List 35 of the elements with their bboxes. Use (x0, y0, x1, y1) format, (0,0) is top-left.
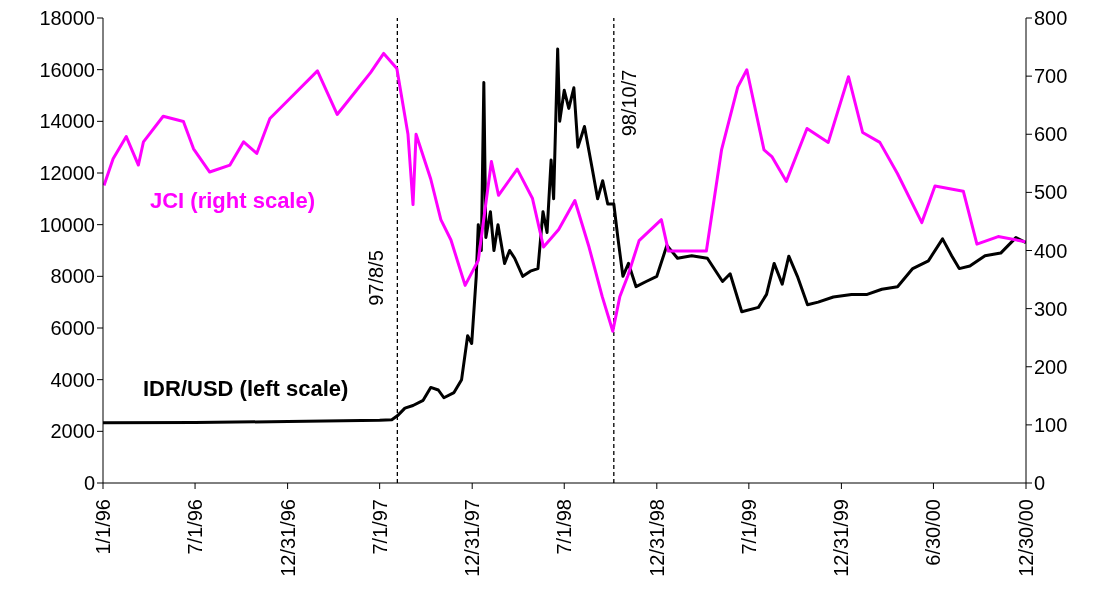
x-tick-label: 6/30/00 (922, 499, 945, 566)
y-tick-label: 4000 (50, 368, 95, 391)
y-tick-label: 6000 (50, 317, 95, 340)
x-tick-label: 7/1/97 (368, 499, 391, 555)
y-tick-label: 10000 (39, 213, 95, 236)
line-series (103, 51, 1026, 333)
y-tick-label: 12000 (39, 162, 95, 185)
y2-tick-label: 200 (1034, 355, 1068, 378)
y-tick-label: 2000 (50, 420, 95, 443)
x-tick-label: 7/1/99 (737, 499, 760, 555)
ref-line-label: 98/10/7 (617, 69, 640, 137)
y-tick-label: 18000 (39, 7, 95, 30)
y2-tick-label: 100 (1034, 413, 1068, 436)
y2-tick-label: 500 (1034, 181, 1068, 204)
y-tick-label: 0 (83, 472, 95, 495)
y2-tick-label: 0 (1034, 472, 1046, 495)
y-tick-label: 8000 (50, 265, 95, 288)
x-tick-label: 1/1/96 (92, 499, 114, 555)
x-tick-label: 7/1/96 (184, 499, 207, 555)
y2-tick-label: 300 (1034, 297, 1068, 320)
y-tick-label: 14000 (39, 110, 95, 133)
y2-tick-label: 800 (1034, 7, 1068, 30)
x-tick-label: 12/31/98 (645, 499, 668, 577)
ref-line-label: 97/8/5 (365, 250, 388, 306)
y-tick-label: 16000 (39, 58, 95, 81)
x-tick-label: 12/31/96 (276, 499, 299, 577)
x-tick-label: 12/31/97 (461, 499, 484, 577)
y2-tick-label: 400 (1034, 239, 1068, 262)
x-tick-label: 12/31/99 (830, 499, 853, 577)
series-label: JCI (right scale) (150, 188, 316, 214)
series-label: IDR/USD (left scale) (143, 376, 349, 402)
x-tick-label: 12/30/00 (1015, 499, 1037, 577)
x-tick-label: 7/1/98 (553, 499, 576, 555)
y2-tick-label: 600 (1034, 123, 1068, 146)
y2-tick-label: 700 (1034, 65, 1068, 88)
